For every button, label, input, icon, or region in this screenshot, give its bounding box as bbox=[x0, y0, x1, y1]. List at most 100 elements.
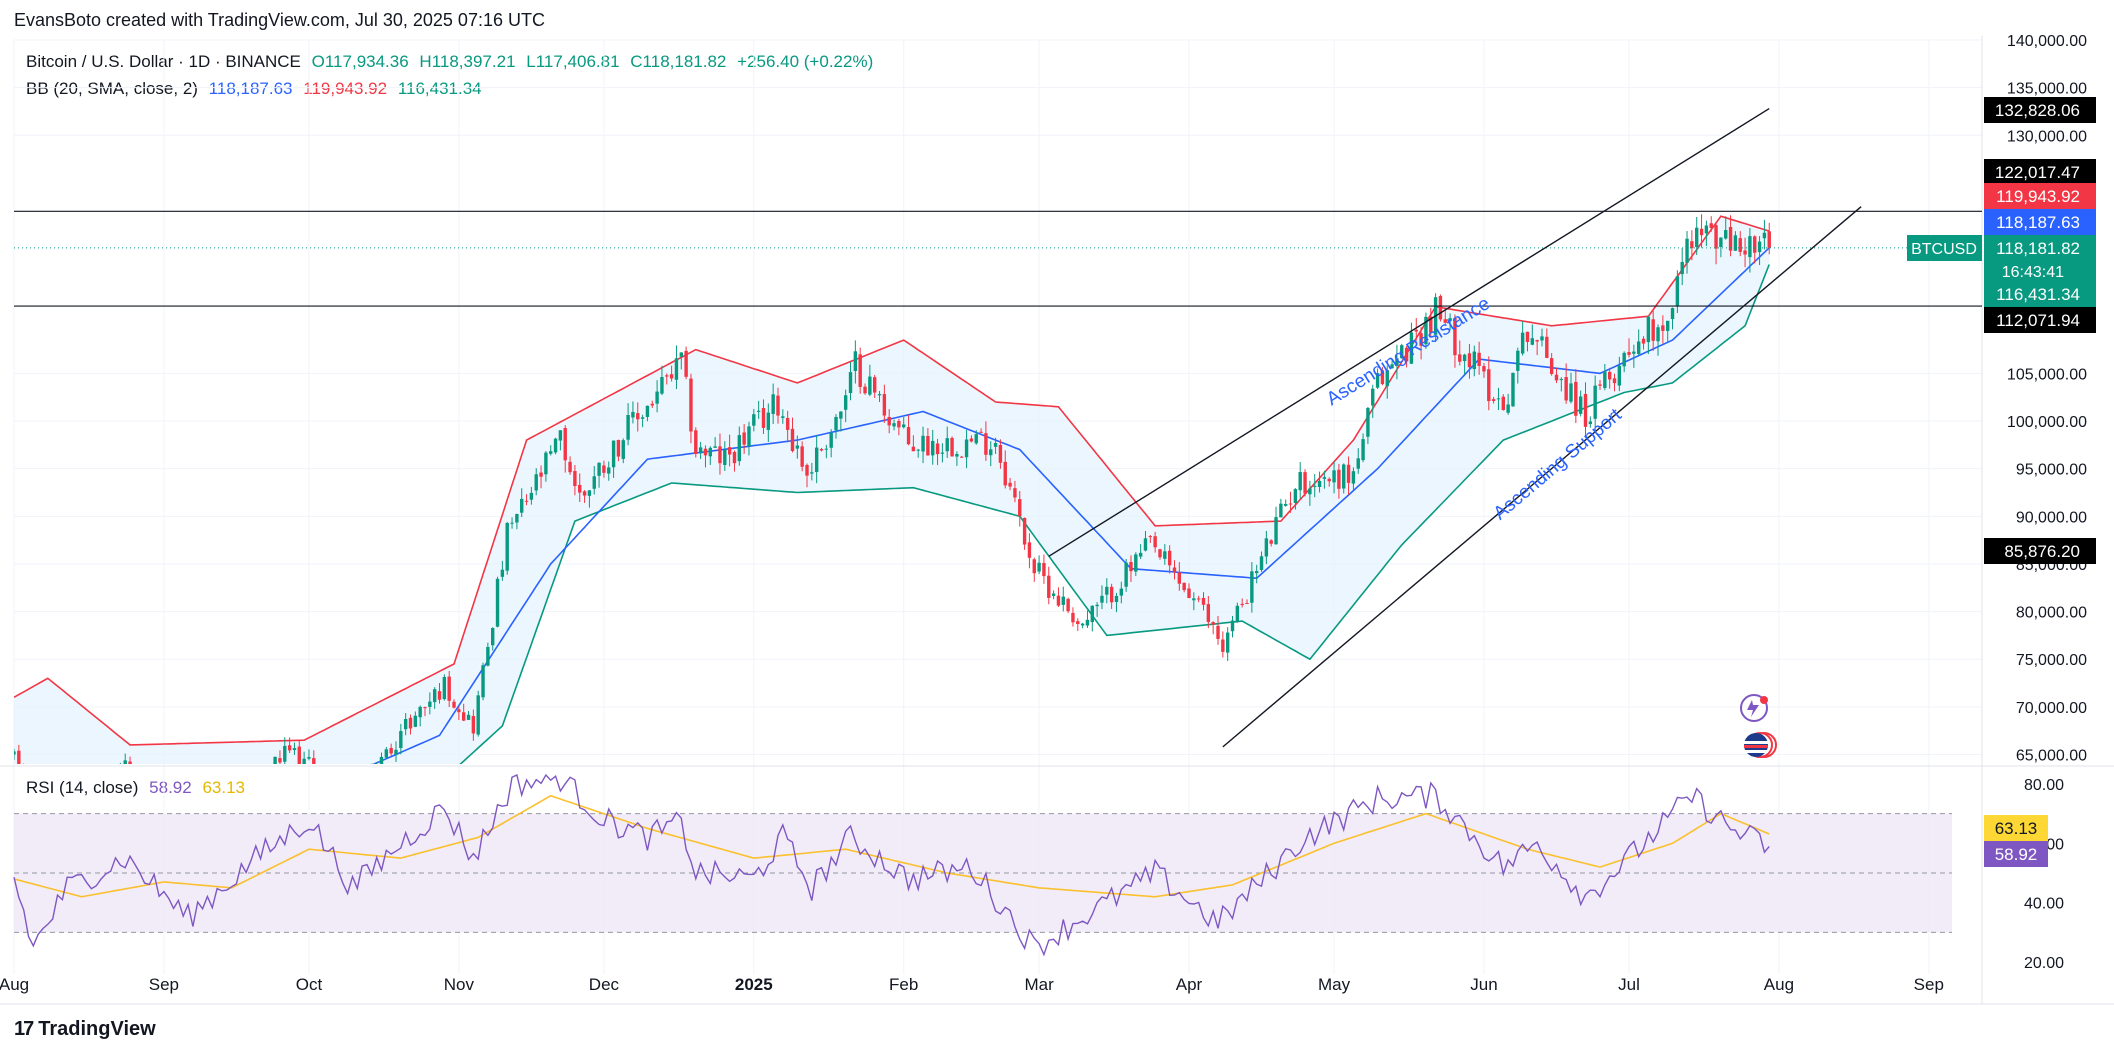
candle bbox=[1554, 367, 1559, 384]
candle-body bbox=[1056, 595, 1061, 606]
time-tick-may: May bbox=[1318, 975, 1351, 994]
candle bbox=[515, 513, 519, 530]
candle-body bbox=[302, 758, 306, 764]
candle bbox=[292, 742, 297, 755]
candle bbox=[1419, 327, 1423, 360]
price-tick-label: 65,000.00 bbox=[2016, 747, 2087, 764]
price-tick-label: 100,000.00 bbox=[2007, 414, 2087, 431]
candle bbox=[23, 763, 25, 764]
candle-body bbox=[1076, 621, 1080, 625]
candle bbox=[544, 451, 548, 482]
candle-body bbox=[553, 438, 558, 453]
candle bbox=[993, 437, 998, 454]
candle bbox=[998, 439, 1003, 469]
us-flag-stripe bbox=[1744, 750, 1768, 753]
candle-body bbox=[1400, 345, 1404, 359]
candle-body bbox=[1487, 369, 1491, 402]
candle bbox=[573, 465, 577, 496]
candle bbox=[795, 435, 800, 459]
candle-body bbox=[761, 408, 766, 428]
lightning-icon bbox=[1740, 694, 1768, 722]
candle-body bbox=[1293, 489, 1298, 503]
candle bbox=[1695, 216, 1699, 255]
candle bbox=[969, 435, 974, 443]
change-value: +256.40 (+0.22%) bbox=[737, 52, 874, 71]
lightning-icon-bolt bbox=[1747, 700, 1759, 717]
rsi-tick-label: 80.00 bbox=[2024, 777, 2064, 794]
candle bbox=[510, 517, 514, 529]
candle-body bbox=[1569, 383, 1573, 402]
candle-body bbox=[539, 472, 543, 477]
candle bbox=[689, 373, 693, 444]
candle bbox=[1380, 367, 1385, 386]
bb-legend: BB (20, SMA, close, 2) 118,187.63 119,94… bbox=[26, 79, 488, 99]
candle-body bbox=[626, 414, 630, 440]
candle-body bbox=[1724, 230, 1728, 239]
candle bbox=[810, 462, 814, 481]
candle-body bbox=[249, 792, 252, 804]
candle bbox=[1346, 456, 1351, 495]
candle-body bbox=[312, 758, 316, 764]
candle-body bbox=[1520, 332, 1525, 354]
candle bbox=[1753, 235, 1757, 264]
candle-body bbox=[960, 456, 964, 458]
candle-body bbox=[114, 774, 117, 782]
trendline-ascending-resistance bbox=[1048, 107, 1770, 557]
candle-body bbox=[471, 715, 476, 734]
candle-body bbox=[597, 462, 601, 476]
candle-body bbox=[1119, 588, 1124, 596]
candle bbox=[1453, 314, 1457, 368]
rsi-tick-label: 20.00 bbox=[2024, 955, 2064, 972]
candle-body bbox=[379, 756, 384, 764]
candle-body bbox=[718, 446, 722, 464]
candle bbox=[1109, 583, 1114, 609]
us-flag-stripe bbox=[1744, 745, 1768, 748]
candle-body bbox=[544, 452, 548, 475]
candle-body bbox=[317, 778, 320, 779]
candle bbox=[1651, 310, 1655, 351]
candle-body bbox=[578, 484, 582, 493]
candle bbox=[95, 795, 98, 811]
candle bbox=[1235, 602, 1240, 623]
candle-body bbox=[1733, 235, 1738, 251]
candle bbox=[1569, 372, 1573, 404]
candle-body bbox=[1230, 620, 1235, 632]
rsi-ma-tag-bg bbox=[1984, 815, 2048, 841]
high-value: H118,397.21 bbox=[419, 52, 516, 71]
candle bbox=[1728, 215, 1733, 257]
candle-body bbox=[1351, 471, 1356, 484]
chart-icons[interactable] bbox=[1740, 694, 1777, 758]
candle bbox=[1288, 491, 1293, 513]
candle bbox=[1462, 353, 1467, 375]
horizontal-levels[interactable] bbox=[14, 210, 1982, 307]
candle bbox=[1356, 448, 1360, 474]
candle-body bbox=[14, 751, 16, 755]
candle bbox=[553, 437, 558, 455]
candle bbox=[1071, 607, 1075, 627]
candle bbox=[1293, 488, 1298, 510]
candle bbox=[766, 403, 771, 442]
candle bbox=[264, 764, 267, 789]
candle-body bbox=[1071, 612, 1075, 623]
candle bbox=[269, 766, 272, 779]
candle bbox=[776, 387, 780, 424]
candle bbox=[1032, 557, 1036, 582]
candle-body bbox=[1472, 351, 1476, 370]
candle bbox=[636, 402, 640, 432]
candles bbox=[14, 214, 1771, 811]
price-tag-value: 132,828.06 bbox=[1995, 101, 2080, 120]
candle bbox=[882, 384, 887, 423]
tradingview-logo[interactable]: 17 TradingView bbox=[14, 1018, 156, 1041]
candle-body bbox=[1675, 276, 1680, 306]
candle bbox=[1598, 379, 1602, 390]
candle-body bbox=[752, 414, 756, 426]
candle bbox=[1134, 552, 1138, 577]
candle bbox=[1095, 602, 1099, 617]
candle bbox=[1022, 517, 1027, 550]
candle-body bbox=[1153, 536, 1157, 548]
candle-body bbox=[1438, 296, 1443, 320]
candle-body bbox=[1143, 538, 1148, 551]
candle bbox=[863, 383, 867, 395]
candle bbox=[1477, 341, 1481, 375]
